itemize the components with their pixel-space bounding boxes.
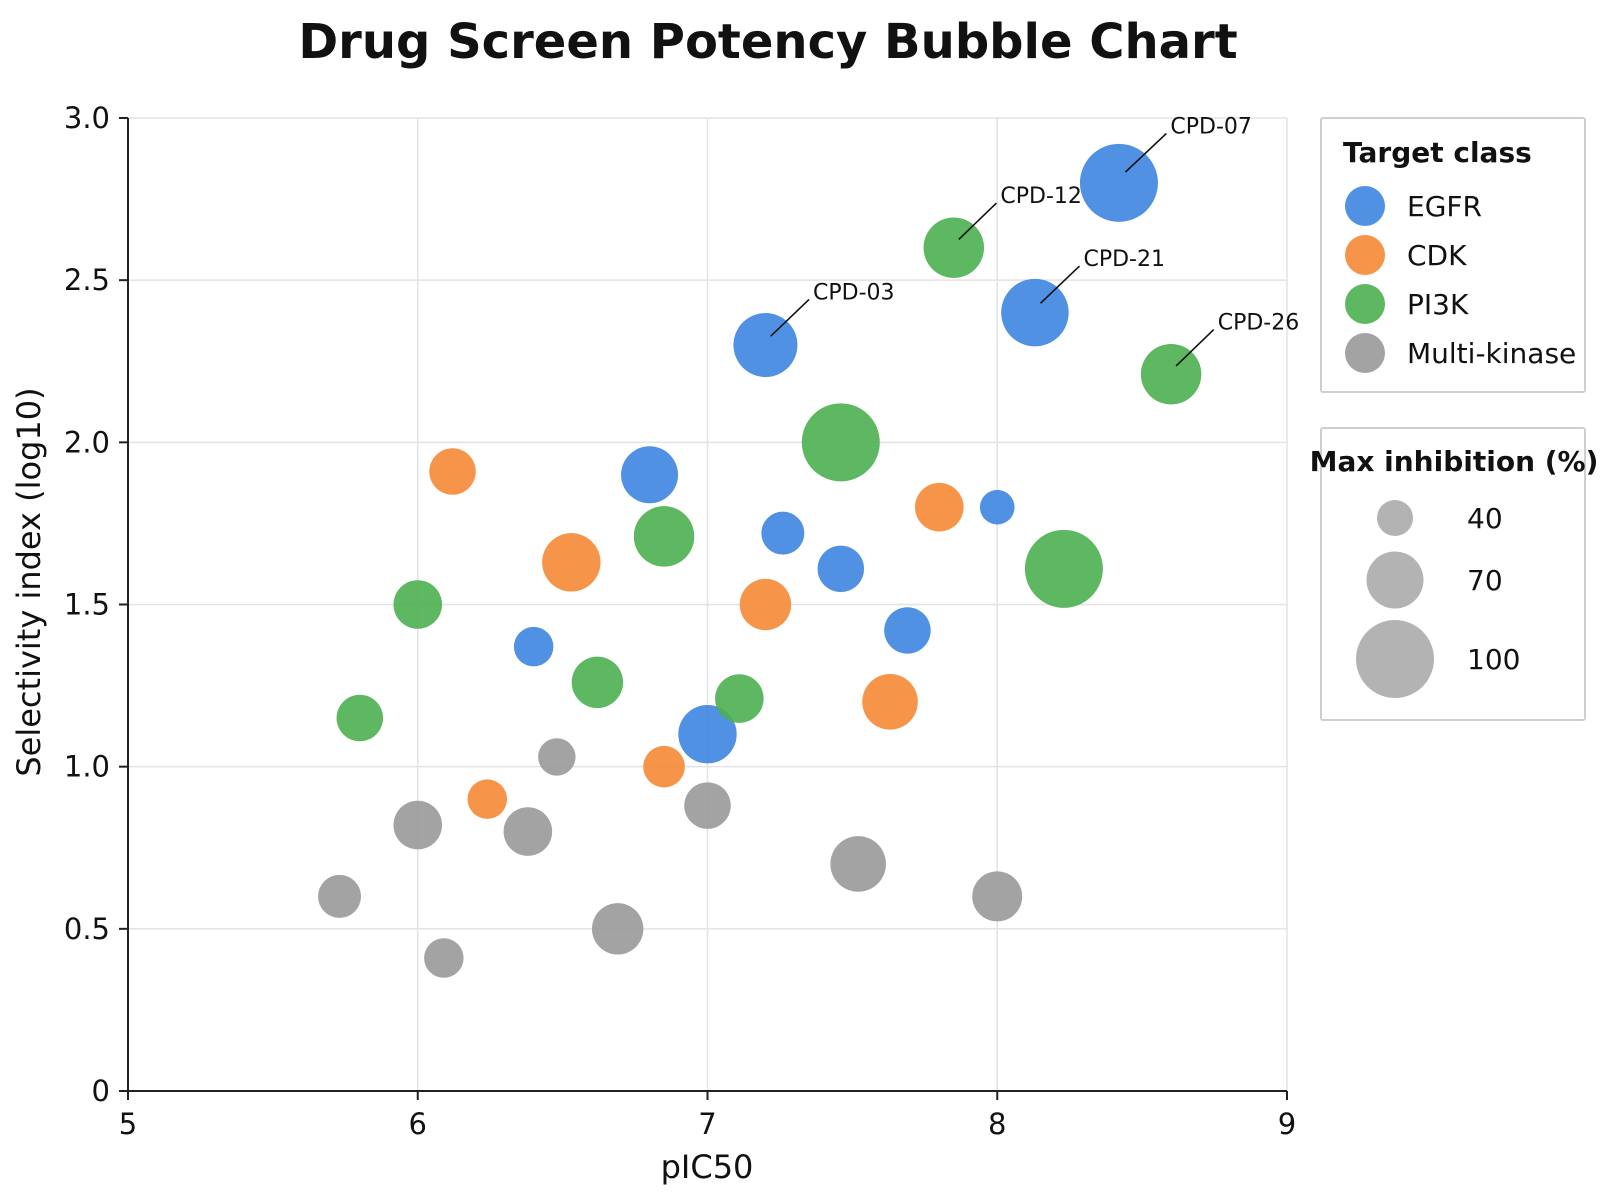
legend-label-pi3k: PI3K bbox=[1407, 288, 1469, 321]
color-legend-items: EGFR CDK PI3K Multi-kinase bbox=[1345, 186, 1576, 373]
annotations: CPD-07 CPD-21 CPD-03 CPD-12 CPD-26 bbox=[770, 114, 1300, 367]
annotation-label: CPD-21 bbox=[1083, 247, 1165, 272]
bubble-multi-kinase bbox=[972, 871, 1023, 922]
bubble-multi-kinase bbox=[684, 782, 731, 829]
y-axis-label: Selectivity index (log10) bbox=[10, 387, 48, 776]
legend-label-cdk: CDK bbox=[1407, 239, 1467, 272]
annotation-leader bbox=[1124, 132, 1167, 173]
bubble-pi3k bbox=[715, 674, 764, 723]
bubble-cdk bbox=[862, 674, 918, 730]
bubble-pi3k bbox=[1140, 343, 1202, 405]
y-tick-label: 1.0 bbox=[64, 750, 110, 784]
grid bbox=[128, 117, 1288, 1091]
bubble-multi-kinase bbox=[538, 738, 576, 776]
bubble-cdk bbox=[739, 578, 792, 631]
annotation-label: CPD-12 bbox=[1000, 184, 1082, 209]
y-tick-label: 1.5 bbox=[64, 588, 110, 622]
size-legend-title: Max inhibition (%) bbox=[1310, 445, 1599, 478]
bubble-cdk bbox=[542, 533, 601, 592]
x-axis-label: pIC50 bbox=[661, 1148, 754, 1186]
bubble-egfr bbox=[761, 511, 805, 555]
color-legend-frame bbox=[1320, 117, 1586, 393]
x-tick-label: 8 bbox=[988, 1107, 1006, 1141]
bubble-multi-kinase bbox=[503, 807, 553, 856]
bubble-pi3k bbox=[336, 694, 384, 742]
y-tick-label: 2.0 bbox=[64, 425, 110, 459]
size-legend-bubble-40 bbox=[1377, 500, 1413, 536]
annotation-leader bbox=[770, 298, 810, 337]
annotation-label: CPD-26 bbox=[1218, 311, 1300, 336]
annotation-leader bbox=[958, 202, 997, 240]
size-legend: Max inhibition (%) 40 70 100 bbox=[1310, 427, 1599, 721]
size-legend-items: 40 70 100 bbox=[1356, 500, 1520, 698]
bubble-pi3k bbox=[633, 506, 695, 567]
color-legend: Target class EGFR CDK PI3K Multi-kinase bbox=[1320, 117, 1586, 393]
chart-title: Drug Screen Potency Bubble Chart bbox=[298, 14, 1237, 70]
y-tick-label: 2.5 bbox=[64, 263, 110, 297]
bubble-cdk bbox=[915, 482, 964, 532]
bubble-multi-kinase bbox=[830, 836, 886, 892]
x-tick-label: 6 bbox=[409, 1107, 427, 1141]
y-tick-label: 3.0 bbox=[64, 101, 110, 135]
size-legend-bubble-100 bbox=[1356, 620, 1434, 698]
legend-swatch-cdk bbox=[1345, 235, 1385, 275]
size-legend-label-100: 100 bbox=[1467, 643, 1520, 676]
y-tick-label: 0 bbox=[92, 1074, 110, 1108]
annotation-leader bbox=[1175, 329, 1215, 367]
ticks: 5 6 7 8 9 0 0.5 1.0 1.5 2.0 2.5 3.0 bbox=[64, 101, 1296, 1141]
annotation-leader bbox=[1039, 265, 1081, 304]
color-legend-title: Target class bbox=[1343, 136, 1532, 169]
annotation-label: CPD-03 bbox=[813, 280, 895, 305]
bubble-egfr bbox=[621, 446, 679, 504]
bubble-multi-kinase bbox=[591, 903, 644, 955]
bubble-cdk bbox=[467, 779, 508, 819]
bubble-egfr bbox=[817, 545, 865, 593]
bubble-pi3k bbox=[923, 217, 985, 278]
size-legend-label-70: 70 bbox=[1467, 564, 1503, 597]
bubble-cdk bbox=[643, 745, 685, 788]
bubble-egfr bbox=[678, 705, 737, 764]
size-legend-label-40: 40 bbox=[1467, 502, 1503, 535]
bubble-pi3k bbox=[571, 656, 624, 709]
bubble-egfr bbox=[1079, 143, 1158, 222]
legend-swatch-multi-kinase bbox=[1345, 333, 1385, 373]
bubble-egfr bbox=[1001, 278, 1069, 347]
x-tick-label: 7 bbox=[698, 1107, 716, 1141]
bubble-egfr bbox=[979, 489, 1015, 525]
legend-label-multi-kinase: Multi-kinase bbox=[1407, 337, 1576, 370]
legend-swatch-pi3k bbox=[1345, 284, 1385, 324]
bubble-multi-kinase bbox=[318, 874, 362, 918]
x-tick-label: 5 bbox=[119, 1107, 137, 1141]
y-tick-label: 0.5 bbox=[64, 912, 110, 946]
x-tick-label: 9 bbox=[1278, 1107, 1296, 1141]
size-legend-bubble-70 bbox=[1366, 551, 1424, 609]
bubble-pi3k bbox=[1024, 529, 1103, 608]
bubble-egfr bbox=[733, 313, 798, 378]
bubble-multi-kinase bbox=[393, 800, 443, 850]
bubble-cdk bbox=[429, 448, 476, 495]
bubble-multi-kinase bbox=[424, 938, 464, 978]
bubbles bbox=[318, 143, 1202, 978]
legend-label-egfr: EGFR bbox=[1407, 190, 1482, 223]
legend-swatch-egfr bbox=[1345, 186, 1385, 226]
bubble-pi3k bbox=[801, 403, 880, 482]
bubble-pi3k bbox=[393, 580, 443, 629]
annotation-label: CPD-07 bbox=[1170, 114, 1252, 139]
bubble-egfr bbox=[884, 607, 931, 654]
bubble-egfr bbox=[513, 626, 554, 667]
